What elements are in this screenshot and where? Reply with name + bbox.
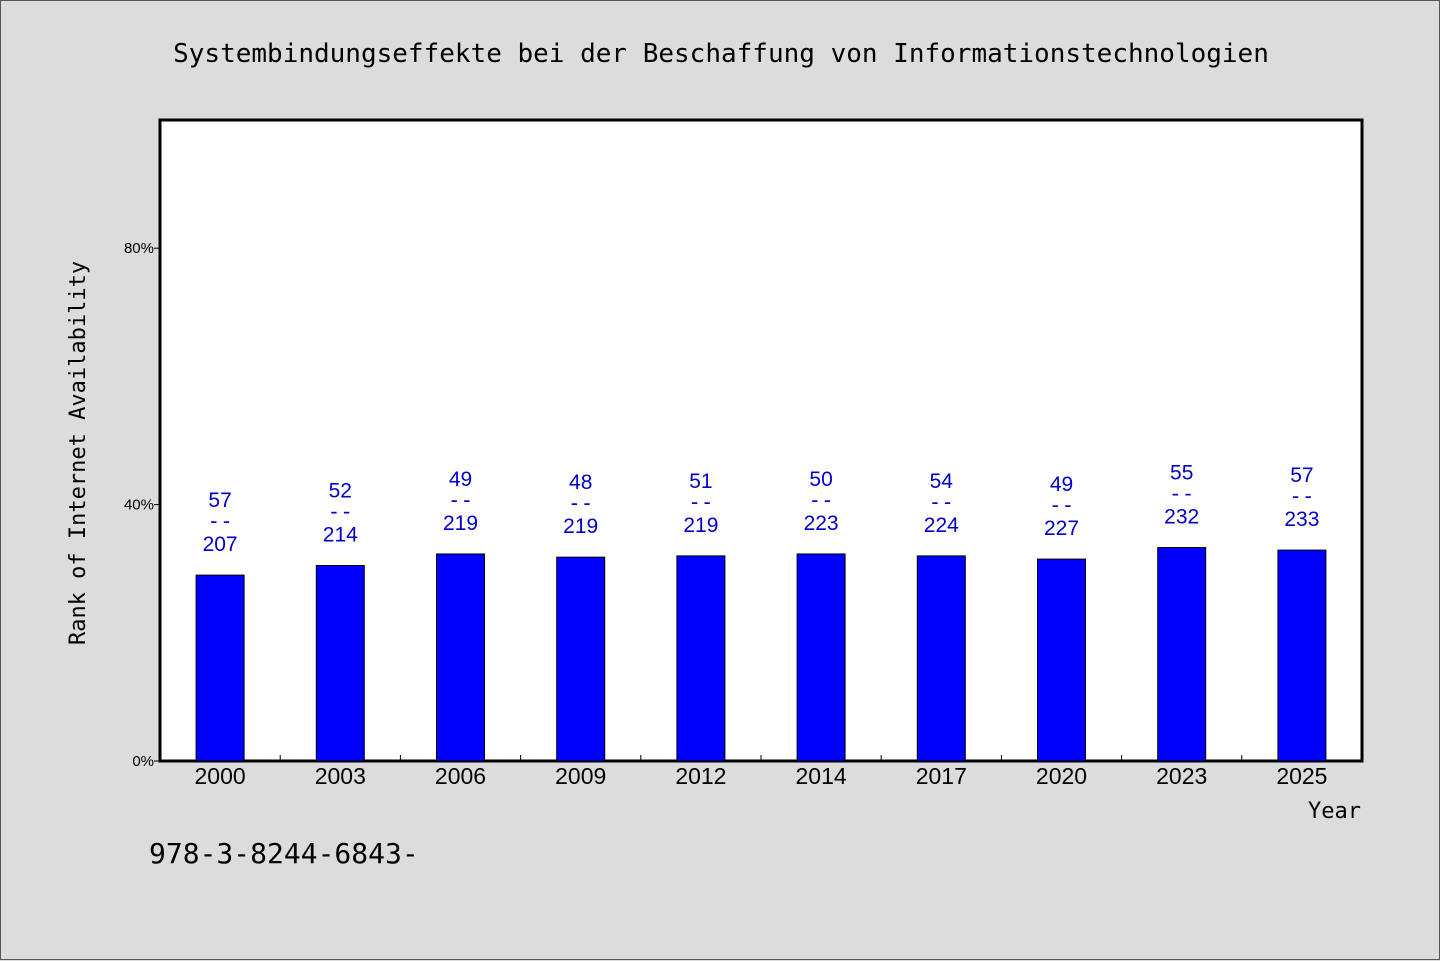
data-label-sep-2000: -- [207, 509, 232, 533]
data-label-top-2009: 48 [569, 471, 592, 494]
data-label-sep-2006: -- [448, 488, 473, 512]
x-tick-label-2025: 2025 [1276, 763, 1327, 789]
data-label-sep-2012: -- [688, 490, 713, 514]
data-label-bottom-2020: 227 [1044, 517, 1079, 540]
bar-2017 [916, 555, 966, 762]
footer-code: 978-3-8244-6843- [149, 837, 419, 870]
data-label-top-2020: 49 [1050, 473, 1073, 496]
x-tick-label-2023: 2023 [1156, 763, 1207, 789]
bar-2009 [556, 556, 606, 762]
bar-2003 [315, 564, 365, 762]
y-axis: 0% 40% 80% [124, 240, 160, 770]
x-tick-label-2020: 2020 [1036, 763, 1087, 789]
data-labels-group: 57--20752--21449--21948--21951--21950--2… [203, 462, 1320, 557]
data-label-bottom-2003: 214 [323, 523, 358, 546]
data-label-sep-2003: -- [328, 499, 353, 523]
data-label-sep-2020: -- [1049, 493, 1074, 517]
y-tick-label-2: 80% [124, 240, 154, 257]
data-label-sep-2017: -- [929, 490, 954, 514]
data-label-top-2017: 54 [930, 470, 954, 493]
data-label-top-2000: 57 [208, 489, 231, 512]
data-label-sep-2025: -- [1289, 484, 1314, 508]
bar-2025 [1277, 549, 1327, 762]
bar-2020 [1037, 558, 1086, 762]
y-tick-label-0: 0% [132, 753, 154, 770]
y-axis-label: Rank of Internet Availability [66, 261, 91, 645]
bar-2014 [796, 553, 846, 762]
y-tick-label-1: 40% [124, 497, 154, 514]
data-label-sep-2009: -- [568, 491, 593, 515]
x-tick-label-2014: 2014 [796, 763, 847, 789]
data-label-bottom-2009: 219 [563, 515, 598, 538]
data-label-top-2025: 57 [1290, 464, 1313, 487]
bar-2023 [1157, 547, 1207, 762]
x-tick-label-2012: 2012 [675, 763, 726, 789]
data-label-top-2014: 50 [809, 468, 832, 491]
x-tick-label-2003: 2003 [315, 763, 366, 789]
data-label-top-2003: 52 [329, 479, 352, 502]
data-label-bottom-2017: 224 [924, 514, 959, 537]
data-label-bottom-2012: 219 [683, 514, 718, 537]
data-label-top-2012: 51 [689, 470, 712, 493]
bars-group [195, 547, 1327, 762]
x-tick-label-2000: 2000 [195, 763, 246, 789]
data-label-bottom-2014: 223 [804, 512, 839, 535]
x-tick-label-2006: 2006 [435, 763, 486, 789]
data-label-bottom-2006: 219 [443, 512, 478, 535]
data-label-top-2023: 55 [1170, 462, 1193, 485]
bar-2000 [195, 574, 245, 762]
x-tick-label-2017: 2017 [916, 763, 967, 789]
data-label-bottom-2023: 232 [1164, 506, 1199, 529]
bar-2006 [436, 553, 485, 762]
data-label-bottom-2000: 207 [203, 533, 238, 556]
x-tick-label-2009: 2009 [555, 763, 606, 789]
chart-title: Systembindungseffekte bei der Beschaffun… [173, 39, 1269, 69]
data-label-sep-2023: -- [1169, 482, 1194, 506]
data-label-sep-2014: -- [808, 488, 833, 512]
x-axis-label: Year [1308, 799, 1361, 824]
bar-2012 [676, 555, 726, 762]
data-label-top-2006: 49 [449, 468, 472, 491]
x-axis: 2000 2003 2006 2009 2012 2014 2017 2020 2023 2025 [195, 755, 1327, 789]
data-label-bottom-2025: 233 [1284, 508, 1319, 531]
